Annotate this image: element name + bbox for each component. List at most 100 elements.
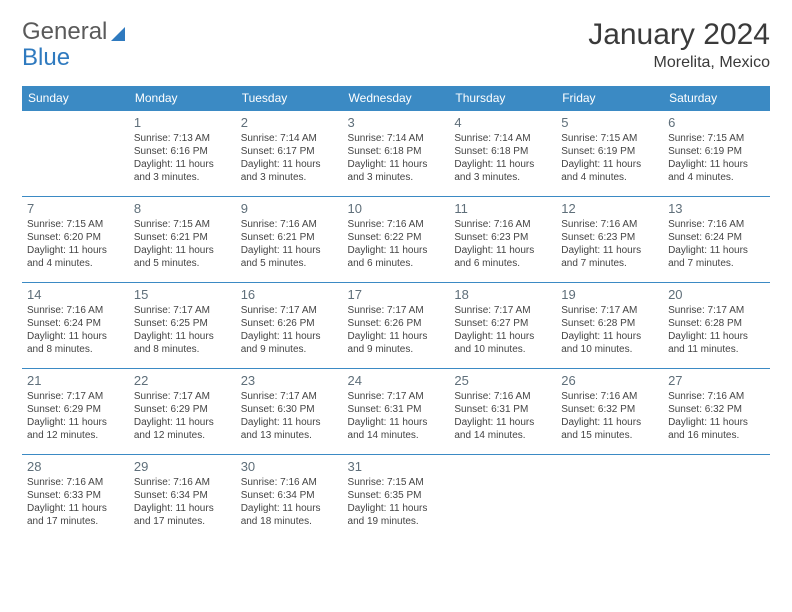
calendar-cell: 13Sunrise: 7:16 AMSunset: 6:24 PMDayligh… (663, 196, 770, 282)
day-info-line: Sunrise: 7:16 AM (561, 390, 658, 403)
day-info-line: Daylight: 11 hours (348, 330, 445, 343)
calendar-cell: 16 Sunrise: 7:17 AMSunset: 6:26 PMDayligh… (236, 282, 343, 368)
day-info-line: Sunset: 6:28 PM (668, 317, 765, 330)
day-info-line: Daylight: 11 hours (454, 158, 551, 171)
day-info-line: Sunset: 6:31 PM (348, 403, 445, 416)
day-number: 17 (348, 287, 445, 302)
day-number: 27 (668, 373, 765, 388)
day-info-line: and 4 minutes. (668, 171, 765, 184)
calendar-cell: 4Sunrise: 7:14 AMSunset: 6:18 PMDaylight… (449, 110, 556, 196)
day-info: Sunrise: 7:17 AMSunset: 6:28 PMDaylight:… (561, 304, 658, 356)
day-info-line: and 19 minutes. (348, 515, 445, 528)
weekday-header: Friday (556, 86, 663, 110)
calendar-cell: 12Sunrise: 7:16 AMSunset: 6:23 PMDayligh… (556, 196, 663, 282)
calendar-cell: 6Sunrise: 7:15 AMSunset: 6:19 PMDaylight… (663, 110, 770, 196)
day-info-line: Sunrise: 7:17 AM (241, 304, 338, 317)
title-block: January 2024 Morelita, Mexico (588, 18, 770, 72)
calendar-cell: 8Sunrise: 7:15 AMSunset: 6:21 PMDaylight… (129, 196, 236, 282)
day-number: 5 (561, 115, 658, 130)
day-info-line: Daylight: 11 hours (668, 330, 765, 343)
weekday-header: Wednesday (343, 86, 450, 110)
day-info-line: Sunset: 6:23 PM (454, 231, 551, 244)
day-info: Sunrise: 7:13 AMSunset: 6:16 PMDaylight:… (134, 132, 231, 184)
day-info: Sunrise: 7:16 AMSunset: 6:23 PMDaylight:… (454, 218, 551, 270)
day-number: 7 (27, 201, 124, 216)
day-number: 24 (348, 373, 445, 388)
calendar-week-row: 21Sunrise: 7:17 AMSunset: 6:29 PMDayligh… (22, 368, 770, 454)
day-number: 1 (134, 115, 231, 130)
day-info-line: Sunset: 6:31 PM (454, 403, 551, 416)
day-number: 13 (668, 201, 765, 216)
day-info-line: Sunset: 6:33 PM (27, 489, 124, 502)
day-info-line: Daylight: 11 hours (27, 416, 124, 429)
day-info-line: and 3 minutes. (348, 171, 445, 184)
day-number: 14 (27, 287, 124, 302)
day-info-line: Sunset: 6:22 PM (348, 231, 445, 244)
day-info: Sunrise: 7:15 AMSunset: 6:20 PMDaylight:… (27, 218, 124, 270)
day-info-line: Sunset: 6:35 PM (348, 489, 445, 502)
calendar-cell: 14 Sunrise: 7:16 AMSunset: 6:24 PMDayligh… (22, 282, 129, 368)
day-info: Sunrise: 7:17 AMSunset: 6:25 PMDaylight:… (134, 304, 231, 356)
day-info-line: Sunrise: 7:16 AM (27, 476, 124, 489)
calendar-cell: 26Sunrise: 7:16 AMSunset: 6:32 PMDayligh… (556, 368, 663, 454)
day-info-line: and 7 minutes. (561, 257, 658, 270)
day-info-line: Daylight: 11 hours (241, 502, 338, 515)
day-info-line: Daylight: 11 hours (27, 330, 124, 343)
day-info: Sunrise: 7:15 AMSunset: 6:19 PMDaylight:… (561, 132, 658, 184)
day-info-line: Sunrise: 7:17 AM (454, 304, 551, 317)
weekday-header: Monday (129, 86, 236, 110)
calendar-cell: 5 Sunrise: 7:15 AMSunset: 6:19 PMDaylight… (556, 110, 663, 196)
day-info-line: Daylight: 11 hours (348, 158, 445, 171)
calendar-cell: 1 Sunrise: 7:13 AMSunset: 6:16 PMDaylight… (129, 110, 236, 196)
day-info-line: Sunrise: 7:15 AM (561, 132, 658, 145)
day-info-line: Sunset: 6:21 PM (241, 231, 338, 244)
day-info: Sunrise: 7:17 AMSunset: 6:26 PMDaylight:… (348, 304, 445, 356)
calendar-head: SundayMondayTuesdayWednesdayThursdayFrid… (22, 86, 770, 110)
day-info-line: Sunrise: 7:16 AM (668, 218, 765, 231)
day-info-line: Sunset: 6:16 PM (134, 145, 231, 158)
day-info-line: Sunrise: 7:17 AM (241, 390, 338, 403)
day-info-line: Sunset: 6:27 PM (454, 317, 551, 330)
day-number: 19 (561, 287, 658, 302)
calendar-cell: 30Sunrise: 7:16 AMSunset: 6:34 PMDayligh… (236, 454, 343, 540)
day-info-line: Daylight: 11 hours (454, 330, 551, 343)
day-info-line: Sunset: 6:24 PM (27, 317, 124, 330)
day-info: Sunrise: 7:16 AMSunset: 6:33 PMDaylight:… (27, 476, 124, 528)
day-info-line: Sunset: 6:23 PM (561, 231, 658, 244)
location: Morelita, Mexico (588, 54, 770, 72)
day-info-line: Sunrise: 7:16 AM (241, 218, 338, 231)
calendar-cell: 11Sunrise: 7:16 AMSunset: 6:23 PMDayligh… (449, 196, 556, 282)
calendar-cell: 17 Sunrise: 7:17 AMSunset: 6:26 PMDayligh… (343, 282, 450, 368)
day-info-line: Sunset: 6:26 PM (241, 317, 338, 330)
day-info-line: and 18 minutes. (241, 515, 338, 528)
day-info-line: Sunset: 6:30 PM (241, 403, 338, 416)
day-info-line: and 5 minutes. (241, 257, 338, 270)
day-info-line: Daylight: 11 hours (241, 416, 338, 429)
day-info-line: Daylight: 11 hours (668, 416, 765, 429)
day-number: 16 (241, 287, 338, 302)
calendar-cell (556, 454, 663, 540)
day-info-line: and 11 minutes. (668, 343, 765, 356)
day-info: Sunrise: 7:16 AMSunset: 6:24 PMDaylight:… (27, 304, 124, 356)
day-info: Sunrise: 7:16 AMSunset: 6:32 PMDaylight:… (668, 390, 765, 442)
day-info: Sunrise: 7:17 AMSunset: 6:26 PMDaylight:… (241, 304, 338, 356)
day-info-line: Sunset: 6:20 PM (27, 231, 124, 244)
day-info: Sunrise: 7:16 AMSunset: 6:22 PMDaylight:… (348, 218, 445, 270)
day-info-line: Sunset: 6:34 PM (134, 489, 231, 502)
day-info-line: Daylight: 11 hours (134, 158, 231, 171)
calendar-page: General January 2024 Morelita, Mexico Bl… (0, 0, 792, 558)
day-info-line: Sunrise: 7:15 AM (27, 218, 124, 231)
day-info: Sunrise: 7:16 AMSunset: 6:31 PMDaylight:… (454, 390, 551, 442)
calendar-cell: 27 Sunrise: 7:16 AMSunset: 6:32 PMDayligh… (663, 368, 770, 454)
calendar-cell: 20Sunrise: 7:17 AMSunset: 6:28 PMDayligh… (663, 282, 770, 368)
day-info-line: and 9 minutes. (241, 343, 338, 356)
day-info-line: and 8 minutes. (27, 343, 124, 356)
calendar-cell: 19 Sunrise: 7:17 AMSunset: 6:28 PMDayligh… (556, 282, 663, 368)
day-info: Sunrise: 7:14 AMSunset: 6:17 PMDaylight:… (241, 132, 338, 184)
day-info-line: Sunrise: 7:16 AM (668, 390, 765, 403)
day-info-line: and 3 minutes. (134, 171, 231, 184)
day-number: 31 (348, 459, 445, 474)
calendar-table: SundayMondayTuesdayWednesdayThursdayFrid… (22, 86, 770, 540)
day-info-line: and 16 minutes. (668, 429, 765, 442)
calendar-cell: 24Sunrise: 7:17 AMSunset: 6:31 PMDayligh… (343, 368, 450, 454)
